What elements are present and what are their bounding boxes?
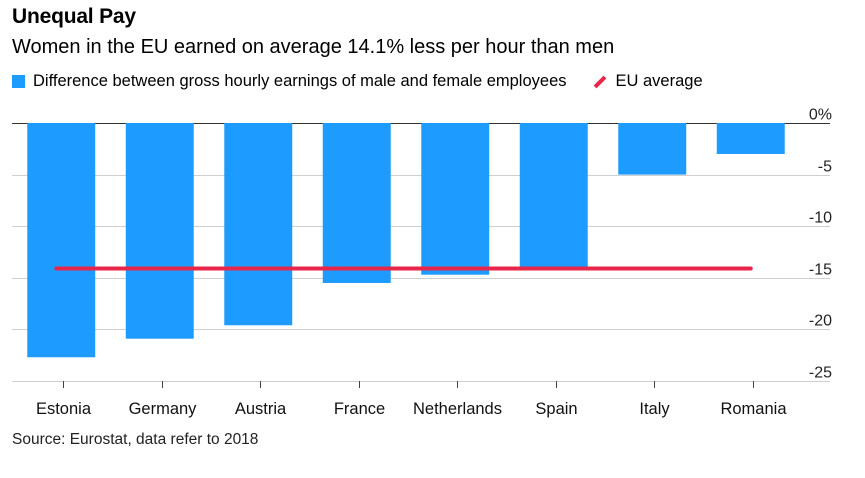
y-tick-label: -20 bbox=[809, 313, 832, 330]
bar bbox=[224, 123, 293, 326]
y-tick-label: 0% bbox=[809, 107, 832, 124]
chart-title: Unequal Pay bbox=[12, 5, 136, 28]
y-tick-label: -25 bbox=[809, 365, 832, 382]
x-tick-label: Netherlands bbox=[413, 400, 502, 418]
x-tick-label: France bbox=[334, 400, 385, 418]
y-tick-label: -5 bbox=[818, 159, 832, 176]
bar bbox=[322, 123, 391, 283]
legend: Difference between gross hourly earnings… bbox=[12, 72, 703, 91]
legend-bar-swatch bbox=[12, 75, 25, 88]
bar bbox=[618, 123, 687, 175]
bar bbox=[421, 123, 490, 275]
bar bbox=[716, 123, 785, 154]
legend-bar-label: Difference between gross hourly earnings… bbox=[33, 72, 567, 90]
bar bbox=[519, 123, 588, 268]
legend-line-label: EU average bbox=[615, 72, 703, 90]
bar bbox=[125, 123, 194, 339]
x-tick-label: Spain bbox=[535, 400, 577, 418]
x-tick-label: Germany bbox=[129, 400, 198, 418]
bar bbox=[27, 123, 96, 358]
x-tick-label: Italy bbox=[639, 400, 670, 418]
y-tick-label: -15 bbox=[809, 262, 832, 279]
x-tick-label: Austria bbox=[235, 400, 287, 418]
chart-subtitle: Women in the EU earned on average 14.1% … bbox=[12, 36, 615, 58]
x-tick-label: Estonia bbox=[36, 400, 92, 418]
x-tick-label: Romania bbox=[720, 400, 787, 418]
source-note: Source: Eurostat, data refer to 2018 bbox=[12, 431, 259, 448]
y-tick-label: -10 bbox=[809, 210, 832, 227]
